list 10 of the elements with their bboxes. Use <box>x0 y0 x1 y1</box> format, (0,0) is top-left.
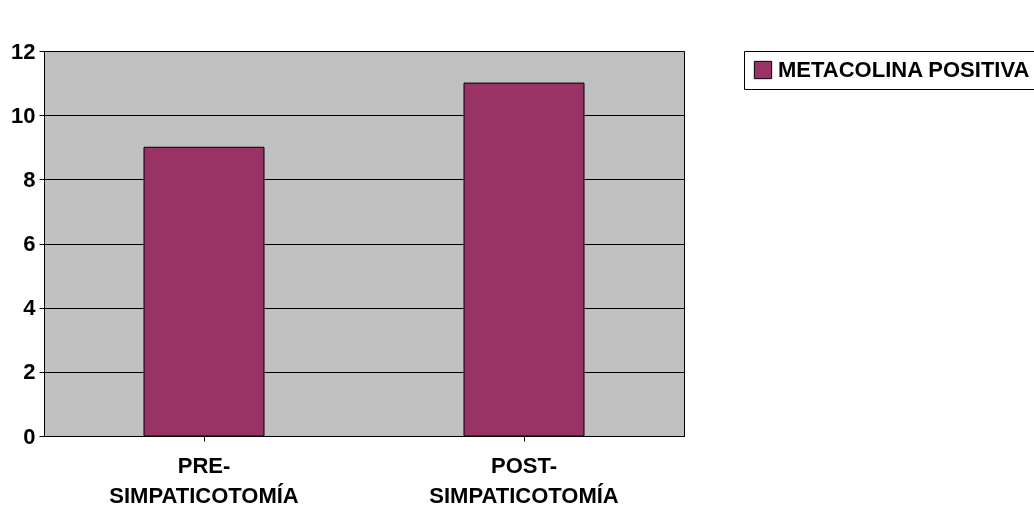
y-tick-label: 10 <box>11 102 36 128</box>
y-tick-label: 4 <box>23 295 37 321</box>
x-tick-label: POST-SIMPATICOTOMÍA <box>429 452 619 508</box>
y-tick-label: 6 <box>23 231 36 256</box>
y-tick-label: 8 <box>23 166 36 192</box>
y-tick-label: 0 <box>23 423 36 449</box>
y-tick-label: 12 <box>11 38 36 64</box>
legend-label: METACOLINA POSITIVA <box>778 57 1030 82</box>
x-tick-label: PRE-SIMPATICOTOMÍA <box>109 452 299 508</box>
y-tick-label: 2 <box>23 359 36 385</box>
